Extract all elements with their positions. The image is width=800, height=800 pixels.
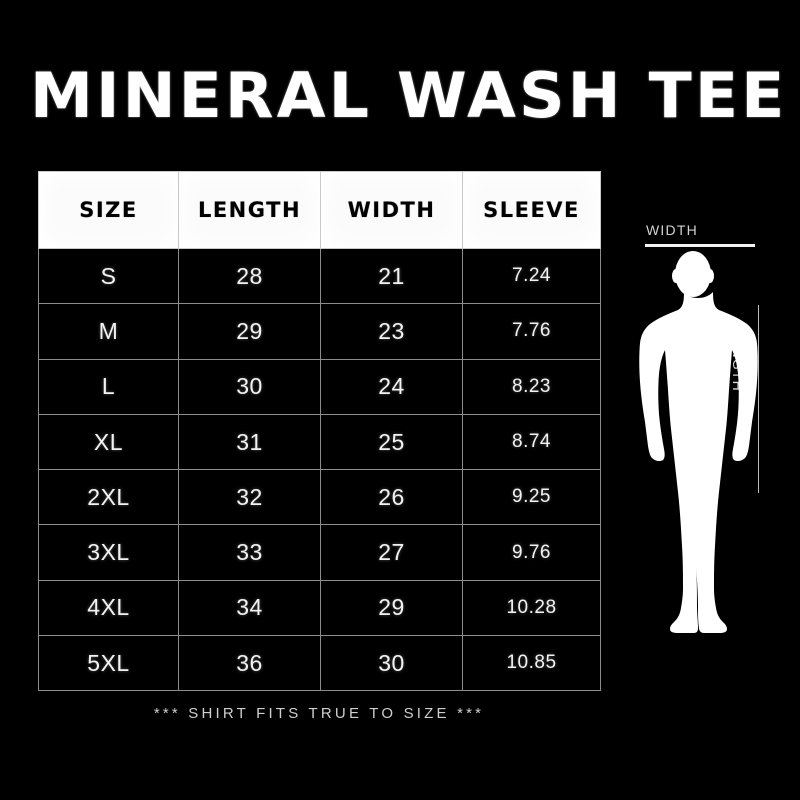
cell-width: 23 [320,303,463,360]
cell-sleeve: 7.76 [462,303,601,360]
table-row: 5XL 36 30 10.85 [38,635,601,692]
size-chart-table: SIZE LENGTH WIDTH SLEEVE S 28 21 7.24 M … [38,171,601,692]
column-header-size: SIZE [38,171,179,249]
cell-length: 32 [178,469,321,526]
cell-sleeve: 8.23 [462,358,601,415]
cell-width: 29 [320,579,463,637]
cell-width: 30 [320,635,463,692]
table-row: 4XL 34 29 10.28 [38,579,601,637]
cell-length: 33 [178,524,321,581]
cell-size: M [38,303,179,360]
cell-size: S [38,247,179,305]
table-row: 2XL 32 26 9.25 [38,469,601,526]
cell-length: 36 [178,635,321,692]
cell-width: 26 [320,469,463,526]
cell-size: 2XL [38,469,179,526]
cell-sleeve: 7.24 [462,247,601,305]
cell-sleeve: 8.74 [462,413,601,471]
table-header-row: SIZE LENGTH WIDTH SLEEVE [38,171,601,249]
column-header-length: LENGTH [178,171,321,249]
cell-width: 21 [320,247,463,305]
cell-sleeve: 10.28 [462,579,601,637]
cell-length: 29 [178,303,321,360]
table-row: XL 31 25 8.74 [38,413,601,471]
table-row: S 28 21 7.24 [38,247,601,305]
cell-sleeve: 9.25 [462,469,601,526]
cell-width: 24 [320,358,463,415]
column-header-width: WIDTH [320,171,463,249]
page-title: MINERAL WASH TEE [30,59,788,132]
cell-size: 3XL [38,524,179,581]
cell-size: 5XL [38,635,179,692]
cell-size: 4XL [38,579,179,637]
cell-length: 28 [178,247,321,305]
cell-width: 25 [320,413,463,471]
length-measure-line [758,305,759,493]
table-row: 3XL 33 27 9.76 [38,524,601,581]
column-header-sleeve: SLEEVE [462,171,601,249]
width-measure-line [645,244,755,247]
cell-length: 30 [178,358,321,415]
cell-length: 31 [178,413,321,471]
measurement-diagram: WIDTH LENGTH [618,210,800,670]
table-row: M 29 23 7.76 [38,303,601,360]
cell-sleeve: 9.76 [462,524,601,581]
cell-sleeve: 10.85 [462,635,601,692]
cell-size: XL [38,413,179,471]
cell-length: 34 [178,579,321,637]
table-row: L 30 24 8.23 [38,358,601,415]
cell-width: 27 [320,524,463,581]
fit-note: *** SHIRT FITS TRUE TO SIZE *** [153,705,485,722]
cell-size: L [38,358,179,415]
width-measure-label: WIDTH [646,222,698,238]
male-body-silhouette-icon [639,251,758,633]
